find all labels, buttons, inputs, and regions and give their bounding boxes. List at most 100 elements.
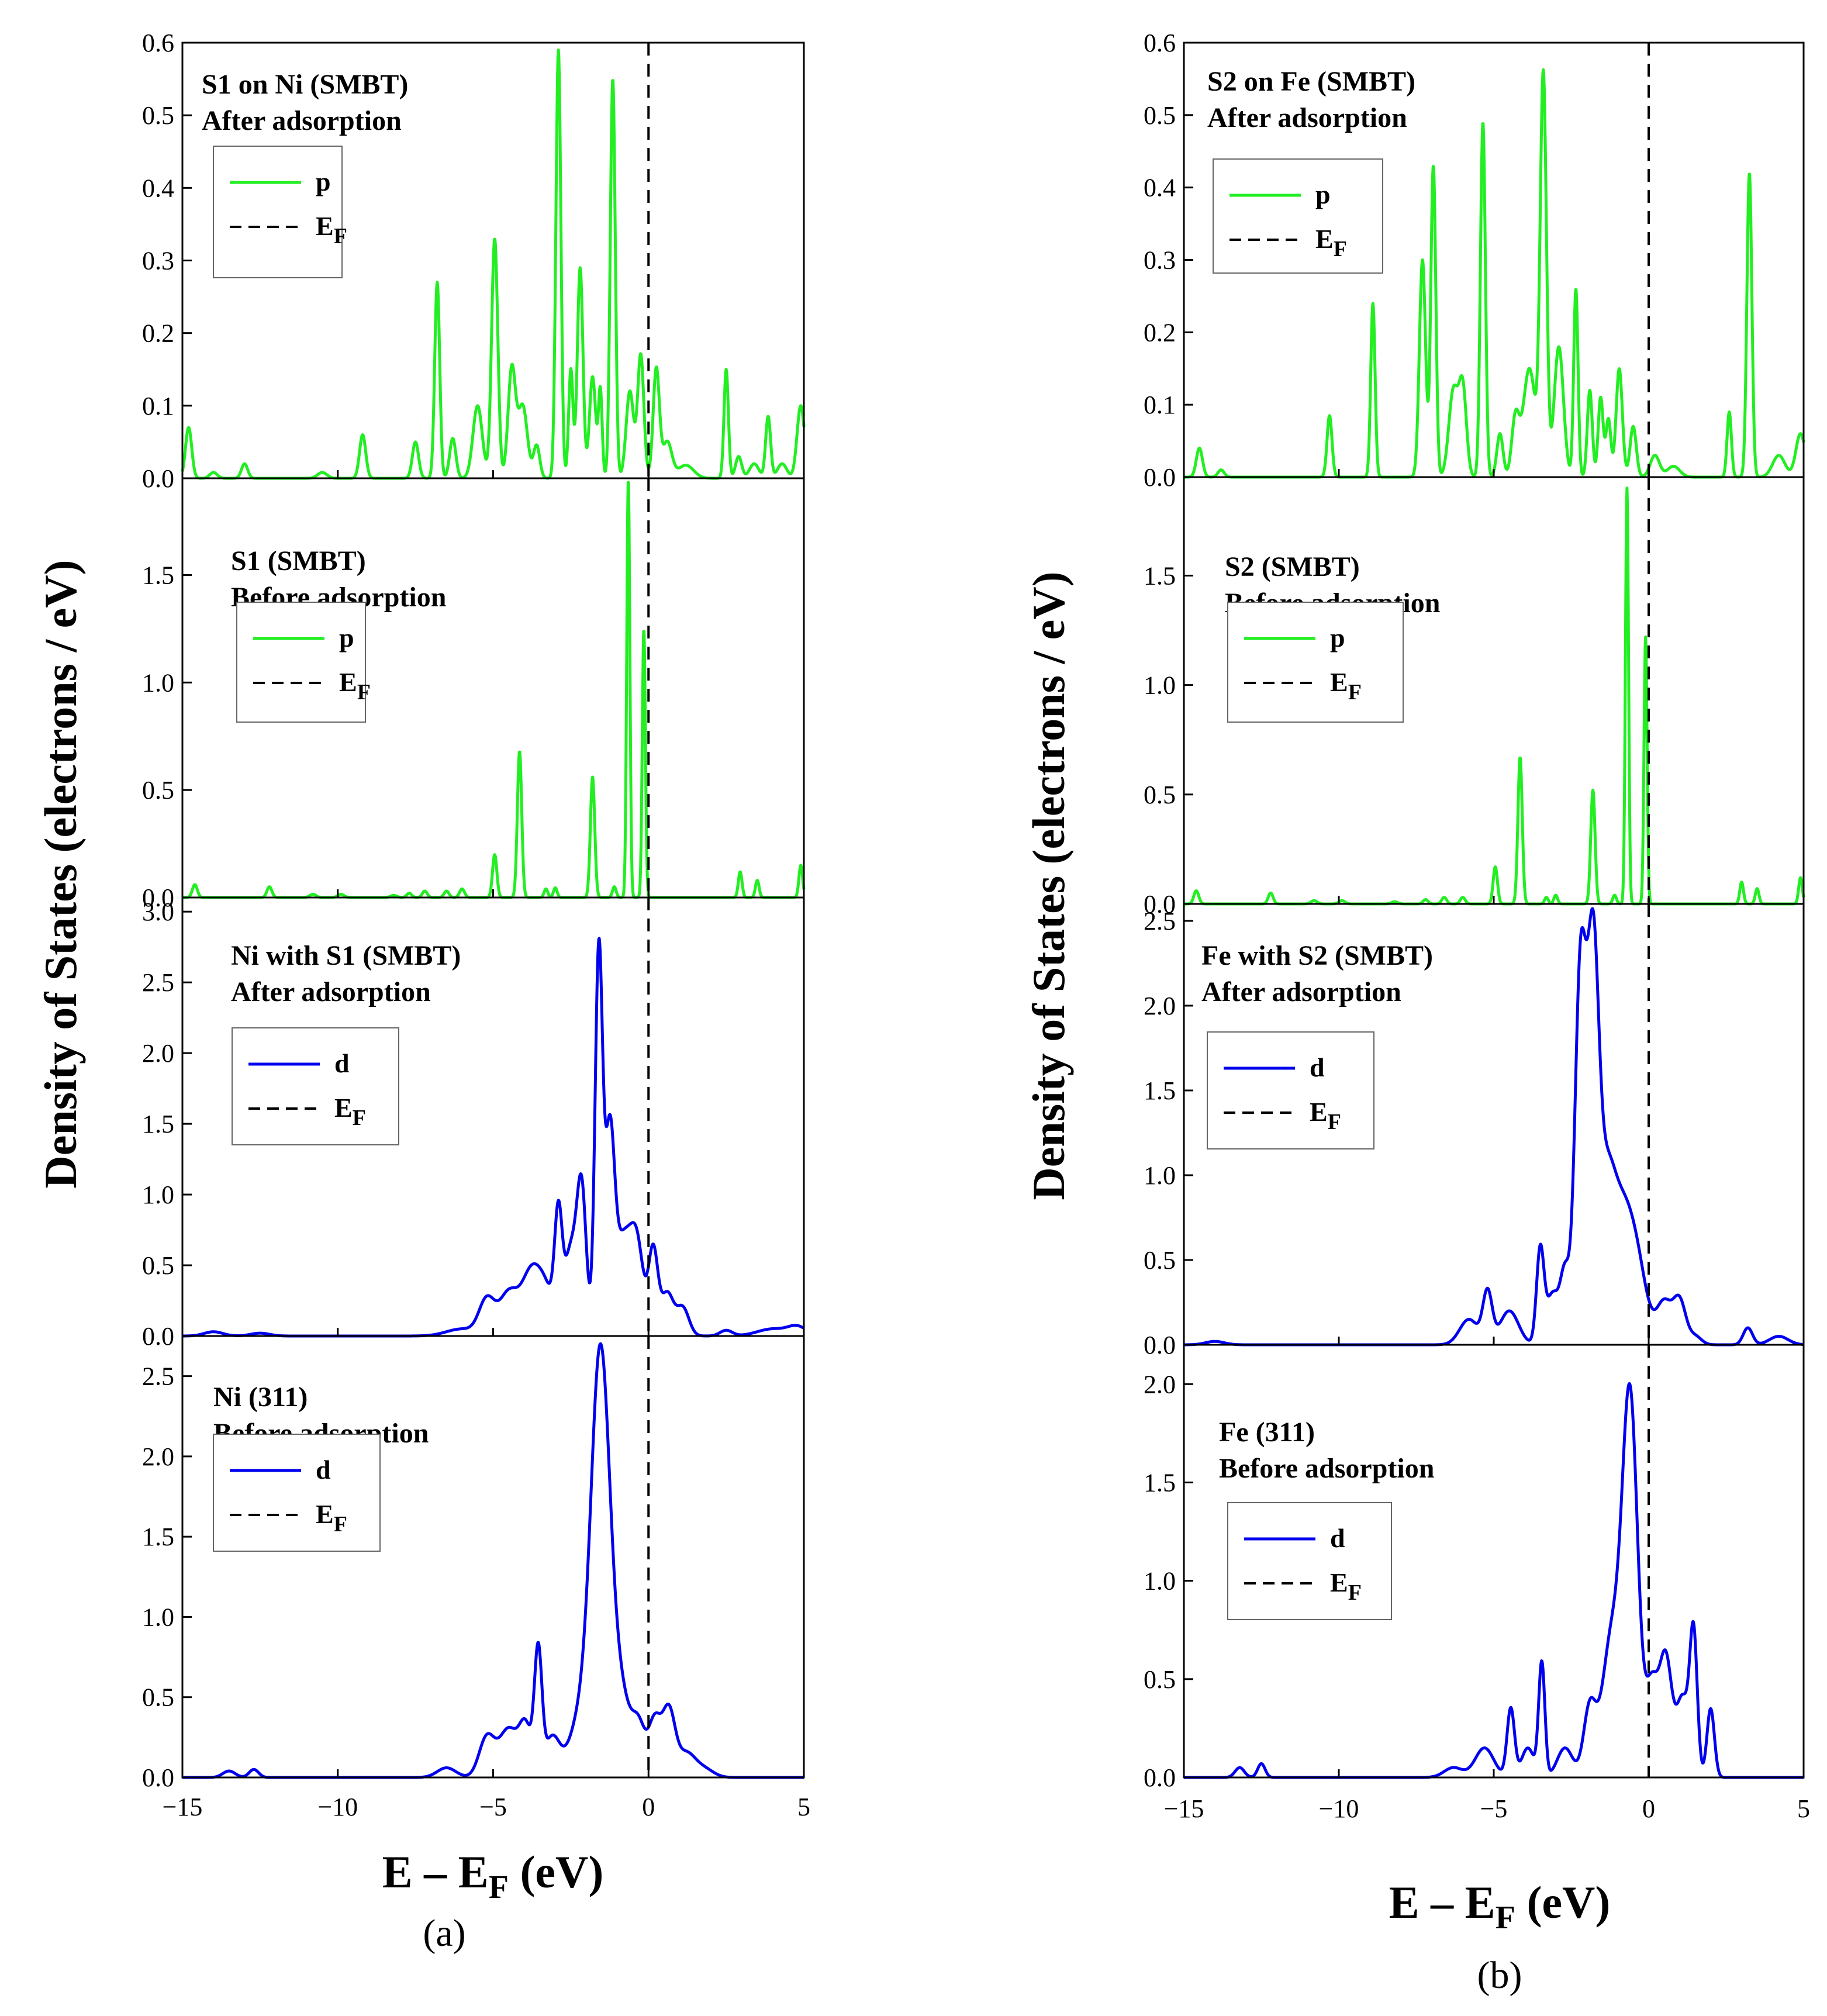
figure-a-subplot-1-ytick-label: 0.1 (142, 392, 174, 420)
figure-a-panel-label: (a) (423, 1912, 465, 1955)
figure-a-xtick-label: −10 (317, 1793, 358, 1821)
figure-a-xlabel-main: E – E (382, 1846, 489, 1897)
legend-label-fermi: EF (1310, 1097, 1341, 1134)
legend-box (236, 602, 366, 723)
figure-b-subplot-3-ytick-label: 0.5 (1144, 1246, 1176, 1275)
figure-a-subplot-3-legend: dEF (232, 1027, 399, 1145)
figure-b-subplot-4-ytick-label: 0.0 (1144, 1763, 1176, 1792)
legend-label-fermi-subscript: F (1348, 1580, 1362, 1605)
figure-a-subplot-2-legend: pEF (236, 602, 371, 723)
legend-box (1227, 1502, 1392, 1620)
figure-a-ylabel: Density of States (electrons / eV) (35, 560, 86, 1188)
figure-b-subplot-3-legend: d EF (1207, 1031, 1374, 1149)
legend-box (232, 1027, 399, 1145)
figure-b-subplot-2-legend: p EF (1227, 602, 1404, 723)
figure-a-subplot-4-ytick-label: 0.5 (142, 1683, 174, 1712)
legend-label-orbital: d (1330, 1523, 1345, 1553)
figure-b-subplot-1-ytick-label: 0.2 (1144, 318, 1176, 347)
legend-label-fermi-main: E (316, 1499, 334, 1529)
legend-label-fermi-main: E (334, 1093, 353, 1123)
figure-a-subplot-1-legend: pEF (213, 146, 347, 278)
figure-b-plot-area: 0.0 0.1 0.2 0.3 0.4 0.5 0.6 S2 on Fe (SMBT) Afte… (1144, 29, 1810, 1823)
legend-label-fermi: EF (316, 211, 347, 248)
figure-a-subplot-3-ytick-label: 1.0 (142, 1180, 174, 1209)
figure-a-subplot-2-ytick-label: 0.0 (142, 883, 174, 912)
figure-a-subplot-1-ytick-label: 0.3 (142, 247, 174, 275)
figure-a-xtick-label: −15 (163, 1793, 203, 1821)
legend-label-fermi-main: E (316, 211, 334, 241)
legend-label-orbital: d (316, 1455, 331, 1485)
figure-a-subplot-3-subtitle: After adsorption (231, 976, 431, 1007)
figure-a-subplot-2-ytick-label: 1.5 (142, 561, 174, 589)
figure-b-subplot-1-subtitle: After adsorption (1207, 102, 1407, 133)
legend-label-fermi: EF (1330, 1568, 1362, 1605)
figure-a-xlabel: E – EF (eV) (382, 1846, 604, 1905)
legend-label-fermi: EF (1330, 667, 1362, 705)
figure-b-subplot-1-ytick-label: 0.6 (1144, 29, 1176, 57)
figure-b-subplot-3-ytick-label: 2.0 (1144, 992, 1176, 1020)
legend-label-fermi-subscript: F (334, 1512, 347, 1537)
figure-b-xtick-label: 0 (1642, 1794, 1655, 1823)
figure-b-xlabel-unit: (eV) (1515, 1877, 1610, 1928)
figure-b-subplot-4: 0.0 0.5 1.0 1.5 2.0 Fe (311) Before adsorption… (1144, 1344, 1805, 1792)
legend-label-orbital: p (1315, 179, 1331, 209)
figure-b-subplot-4-ytick-label: 0.5 (1144, 1665, 1176, 1694)
figure-a-subplot-1-ytick-label: 0.4 (142, 174, 174, 202)
figure-b-subplot-4-subtitle: Before adsorption (1219, 1453, 1434, 1484)
figure-b-subplot-2-title: S2 (SMBT) (1225, 551, 1360, 582)
figure-b: 0.0 0.1 0.2 0.3 0.4 0.5 0.6 S2 on Fe (SMBT) Afte… (1023, 29, 1810, 1997)
figure-b-xlabel-main: E – E (1389, 1877, 1496, 1928)
figure-a-xtick-label: 0 (642, 1793, 655, 1821)
figure-a-subplot-4-legend: dEF (213, 1434, 381, 1552)
legend-label-fermi-main: E (1330, 1568, 1348, 1597)
legend-label-fermi-main: E (339, 667, 357, 697)
figure-a-plot-area: 0.0 0.1 0.2 0.3 0.4 0.5 0.6 S1 on Ni (SMBT) Afte… (142, 29, 810, 1821)
figure-a-subplot-4-ytick-label: 2.5 (142, 1362, 174, 1391)
figure-b-subplot-2-ytick-label: 1.5 (1144, 561, 1176, 590)
figure-a-subplot-1-ytick-label: 0.0 (142, 464, 174, 493)
legend-label-fermi-main: E (1310, 1097, 1328, 1127)
figure-a-subplot-1-ytick-label: 0.2 (142, 319, 174, 348)
legend-label-orbital: d (334, 1048, 350, 1078)
figure-a-subplot-1-ytick-label: 0.6 (142, 29, 174, 57)
figure-a-subplot-3-ytick-label: 0.5 (142, 1251, 174, 1280)
figure-b-subplot-4-title: Fe (311) (1219, 1417, 1315, 1448)
legend-label-orbital: d (1310, 1052, 1325, 1082)
figure-b-subplot-3-title: Fe with S2 (SMBT) (1201, 940, 1433, 971)
figure-b-subplot-3-subtitle: After adsorption (1201, 976, 1401, 1007)
legend-label-orbital: p (1330, 623, 1345, 653)
figure-a-subplot-1-subtitle: After adsorption (202, 105, 402, 136)
figure-b-xlabel-subscript: F (1496, 1900, 1515, 1936)
figure-a-subplot-4-ytick-label: 1.5 (142, 1523, 174, 1551)
legend-label-fermi-subscript: F (357, 680, 371, 705)
figure-b-subplot-1: 0.0 0.1 0.2 0.3 0.4 0.5 0.6 S2 on Fe (SMBT) Afte… (1144, 29, 1805, 492)
figure-a-subplot-3-ytick-label: 3.0 (142, 897, 174, 926)
figure-b-panel-label: (b) (1477, 1954, 1522, 1997)
legend-box (213, 1434, 381, 1552)
figure-a-xtick-label: 5 (797, 1793, 810, 1821)
figure-b-subplot-4-legend: dEF (1227, 1502, 1392, 1620)
figure-a-subplot-4-ytick-label: 1.0 (142, 1603, 174, 1631)
legend-box (1213, 158, 1383, 274)
figure-a-subplot-2: 0.00.51.01.5 S1 (SMBT)Before adsorptionpE… (142, 477, 806, 912)
figure-a-subplot-4-title: Ni (311) (213, 1382, 308, 1413)
figure-a-subplot-1: 0.0 0.1 0.2 0.3 0.4 0.5 0.6 S1 on Ni (SMBT) Afte… (142, 29, 806, 493)
legend-label-fermi-subscript: F (334, 224, 347, 248)
figure-b-subplot-4-ytick-label: 1.0 (1144, 1567, 1176, 1596)
figure-b-subplot-3: 0.0 0.5 1.0 1.5 2.0 2.5 Fe with S2 (SMBT) After… (1144, 903, 1805, 1359)
figure-b-xtick-label: −15 (1164, 1794, 1204, 1823)
figure-b-subplot-4-ytick-label: 1.5 (1144, 1468, 1176, 1497)
figure-a-subplot-1-ytick-label: 0.5 (142, 101, 174, 130)
figure-a-subplot-4: 0.00.51.01.52.02.5Ni (311)Before adsorpt… (142, 1335, 805, 1792)
legend-label-fermi-subscript: F (1334, 237, 1347, 261)
figure-b-subplot-3-ytick-label: 0.0 (1144, 1331, 1176, 1359)
figure-a-subplot-2-ytick-label: 1.0 (142, 668, 174, 697)
legend-label-orbital: p (316, 167, 331, 196)
legend-label-fermi: EF (339, 667, 371, 705)
figure-a-subplot-3: 0.0 0.5 1.0 1.5 2.0 2.5 3.0 Ni with S1 (SMBT) Af… (142, 896, 805, 1351)
figure-b-xlabel: E – EF (eV) (1389, 1877, 1611, 1936)
figure-a-subplot-3-ytick-label: 2.5 (142, 968, 174, 997)
legend-label-orbital: p (339, 623, 354, 653)
figure-b-subplot-2-ytick-label: 0.0 (1144, 890, 1176, 919)
figure-b-subplot-1-ytick-label: 0.0 (1144, 463, 1176, 492)
